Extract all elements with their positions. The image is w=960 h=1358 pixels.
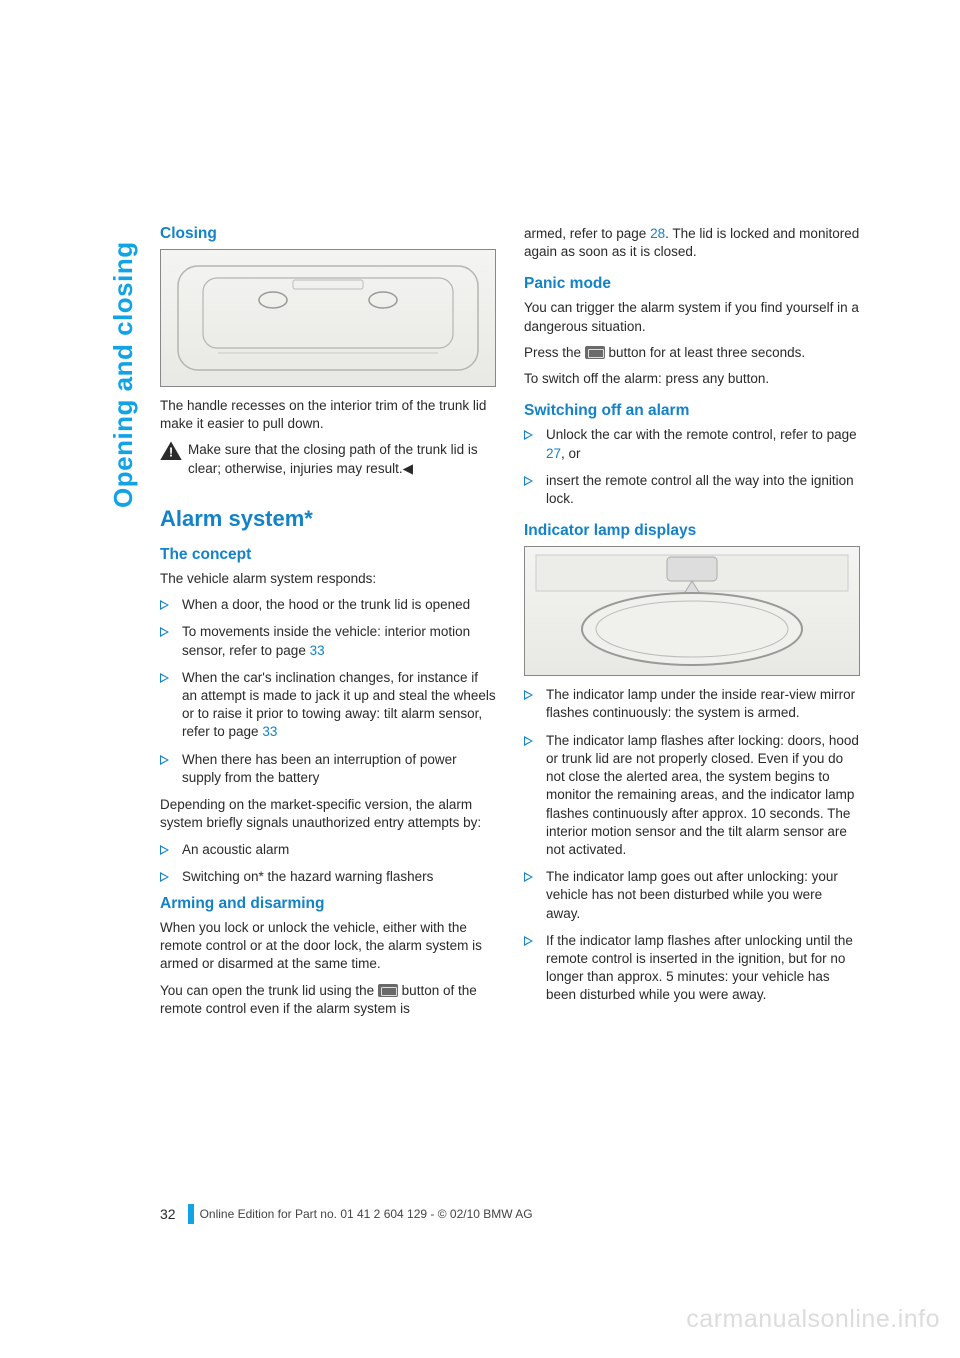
depending-text: Depending on the market-specific version… [160, 796, 496, 832]
switching-list: Unlock the car with the remote control, … [524, 426, 860, 508]
switching-heading: Switching off an alarm [524, 402, 860, 420]
panic-p1: You can trigger the alarm system if you … [524, 299, 860, 335]
page-link[interactable]: 27 [546, 446, 561, 461]
triangle-icon [160, 755, 169, 765]
concept-intro: The vehicle alarm system responds: [160, 570, 496, 588]
closing-caption: The handle recesses on the interior trim… [160, 397, 496, 433]
trunk-illustration [160, 249, 496, 387]
page-link[interactable]: 33 [310, 643, 325, 658]
content-area: Closing The handle recesses on the inter… [160, 225, 860, 1026]
list-item: insert the remote control all the way in… [524, 472, 860, 508]
arming-heading: Arming and disarming [160, 895, 496, 913]
triangle-icon [524, 736, 533, 746]
remote-button-icon [378, 984, 398, 997]
mirror-illustration [524, 546, 860, 676]
list-item: The indicator lamp flashes after locking… [524, 732, 860, 860]
page-link[interactable]: 28 [650, 226, 665, 241]
page-number: 32 [160, 1206, 182, 1222]
remote-button-icon [585, 346, 605, 359]
list-item: Switching on* the hazard warning flasher… [160, 868, 496, 886]
list-item: The indicator lamp goes out after unlock… [524, 868, 860, 923]
triangle-icon [160, 845, 169, 855]
section-title: Opening and closing [108, 241, 139, 508]
triangle-icon [524, 476, 533, 486]
concept-list: When a door, the hood or the trunk lid i… [160, 596, 496, 787]
indicator-list: The indicator lamp under the inside rear… [524, 686, 860, 1005]
list-item: When there has been an interruption of p… [160, 751, 496, 787]
page-bar [188, 1204, 194, 1224]
warning-text: Make sure that the closing path of the t… [188, 441, 496, 477]
arming-p2: You can open the trunk lid using the but… [160, 982, 496, 1018]
left-column: Closing The handle recesses on the inter… [160, 225, 496, 1026]
triangle-icon [524, 936, 533, 946]
closing-heading: Closing [160, 225, 496, 243]
concept-heading: The concept [160, 546, 496, 564]
triangle-icon [524, 872, 533, 882]
list-item: The indicator lamp under the inside rear… [524, 686, 860, 722]
warning-box: Make sure that the closing path of the t… [160, 441, 496, 477]
panic-heading: Panic mode [524, 275, 860, 293]
list-item: To movements inside the vehicle: interio… [160, 623, 496, 659]
indicator-heading: Indicator lamp displays [524, 522, 860, 540]
list-item: An acoustic alarm [160, 841, 496, 859]
list-item: When a door, the hood or the trunk lid i… [160, 596, 496, 614]
armed-continued: armed, refer to page 28. The lid is lock… [524, 225, 860, 261]
warning-icon [160, 441, 182, 460]
watermark: carmanualsonline.info [686, 1305, 940, 1334]
triangle-icon [524, 430, 533, 440]
list-item: Unlock the car with the remote control, … [524, 426, 860, 462]
alarm-heading: Alarm system* [160, 506, 496, 532]
panic-p3: To switch off the alarm: press any butto… [524, 370, 860, 388]
triangle-icon [524, 690, 533, 700]
arming-p1: When you lock or unlock the vehicle, eit… [160, 919, 496, 974]
panic-p2: Press the button for at least three seco… [524, 344, 860, 362]
page-link[interactable]: 33 [262, 724, 277, 739]
triangle-icon [160, 673, 169, 683]
list-item: When the car's inclination changes, for … [160, 669, 496, 742]
footer-text: Online Edition for Part no. 01 41 2 604 … [200, 1207, 533, 1221]
triangle-icon [160, 872, 169, 882]
page-footer: 32 Online Edition for Part no. 01 41 2 6… [160, 1204, 533, 1224]
triangle-icon [160, 627, 169, 637]
list-item: If the indicator lamp flashes after unlo… [524, 932, 860, 1005]
triangle-icon [160, 600, 169, 610]
right-column: armed, refer to page 28. The lid is lock… [524, 225, 860, 1026]
signals-list: An acoustic alarm Switching on* the haza… [160, 841, 496, 886]
